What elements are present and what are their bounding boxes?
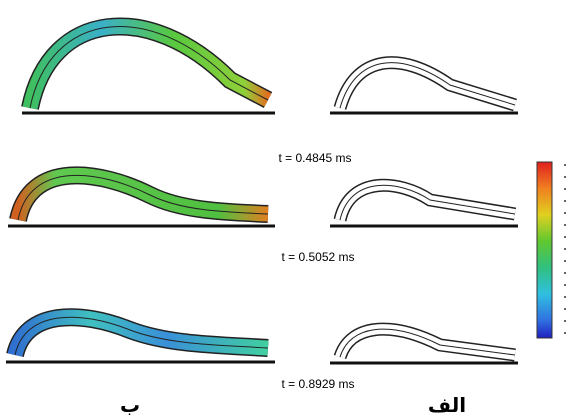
time-label: t = 0.4845 ms	[278, 151, 351, 165]
row-1: t = 0.4845 ms	[21, 17, 518, 165]
panel-label: ب	[120, 393, 140, 417]
time-label: t = 0.5052 ms	[281, 250, 354, 264]
row-3: t = 0.8929 ms	[6, 308, 518, 391]
row-2: t = 0.5052 ms	[8, 166, 518, 264]
time-label: t = 0.8929 ms	[281, 377, 354, 391]
color-bar	[536, 161, 566, 339]
panel-label: الف	[428, 393, 466, 417]
